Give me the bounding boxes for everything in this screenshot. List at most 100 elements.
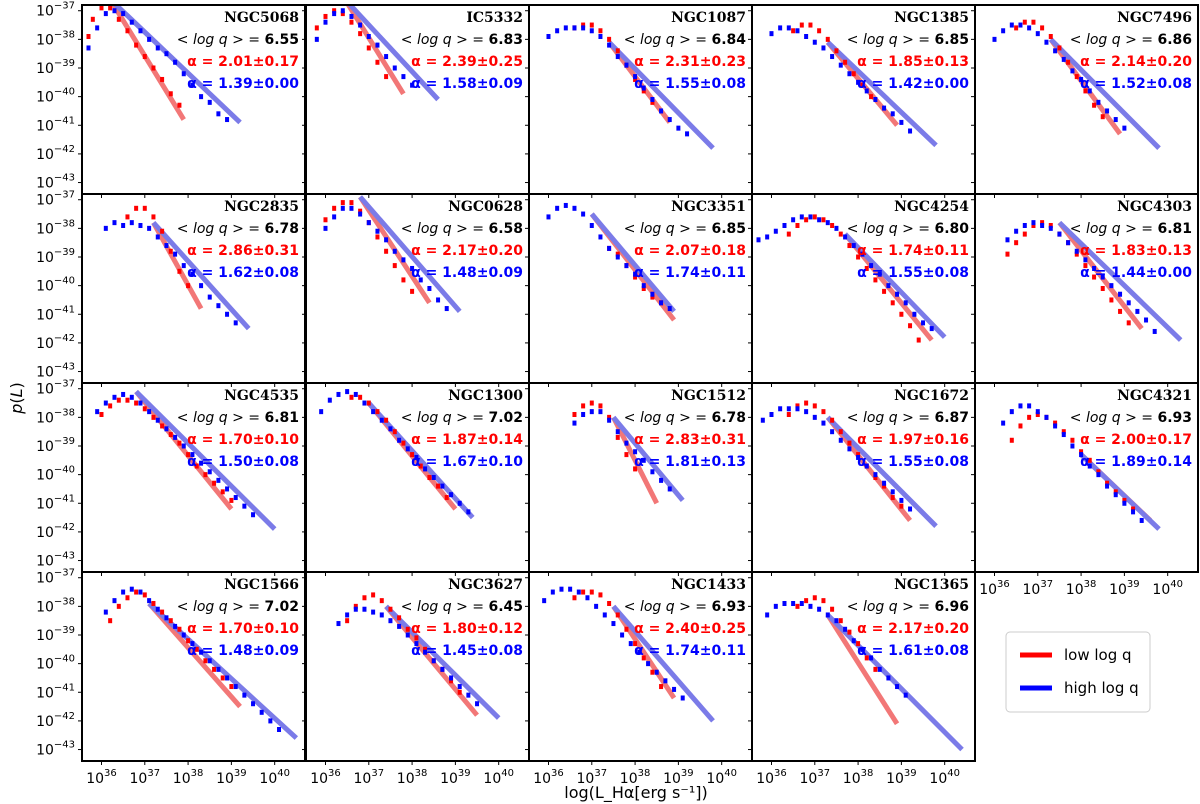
galaxy-name: NGC4303: [1117, 199, 1192, 215]
alpha-low: α = 2.40±0.25: [634, 621, 746, 637]
x-tick-label: 1039: [663, 768, 694, 787]
plot-area: [992, 19, 1161, 150]
point-high: [615, 254, 620, 260]
mean-logq: < log q > = 6.55: [177, 32, 299, 48]
point-low: [615, 251, 620, 257]
fit-line-high: [826, 415, 938, 528]
y-tick-label: 10−38: [36, 29, 75, 48]
point-low: [353, 603, 358, 609]
point-high: [392, 65, 397, 71]
point-high: [1070, 68, 1075, 74]
point-low: [375, 409, 380, 415]
point-low: [323, 217, 328, 223]
x-tick-label: 1038: [620, 768, 651, 787]
x-tick-label: 1040: [706, 768, 737, 787]
point-low: [125, 214, 130, 220]
point-low: [401, 440, 406, 446]
panel-ngc1300: NGC1300 < log q > = 7.02 α = 1.87±0.14 α = …: [302, 382, 530, 576]
point-high: [680, 695, 685, 701]
point-high: [1074, 248, 1079, 254]
point-high: [908, 128, 913, 134]
point-high: [323, 225, 328, 231]
plot-area: [1001, 403, 1161, 531]
point-low: [142, 205, 147, 211]
point-high: [401, 74, 406, 80]
point-high: [207, 469, 212, 475]
point-low: [186, 283, 191, 289]
point-high: [778, 25, 783, 31]
alpha-high: α = 1.45±0.08: [411, 643, 523, 659]
galaxy-name: NGC3627: [448, 577, 523, 593]
mean-logq: < log q > = 6.81: [177, 410, 299, 426]
point-low: [1018, 423, 1023, 429]
point-high: [427, 286, 432, 291]
mean-logq: < log q > = 6.93: [624, 599, 746, 615]
alpha-low: α = 1.74±0.11: [857, 243, 969, 259]
point-high: [392, 248, 397, 254]
point-low: [860, 82, 865, 88]
galaxy-name: NGC1566: [224, 577, 299, 593]
point-high: [336, 391, 341, 397]
point-low: [830, 606, 835, 612]
y-axis-label: p(L): [7, 382, 26, 415]
x-tick-label: 1040: [929, 768, 960, 787]
point-high: [650, 291, 655, 297]
point-low: [388, 606, 393, 612]
point-high: [440, 483, 445, 489]
galaxy-name: NGC5068: [224, 10, 299, 26]
galaxy-name: NGC1087: [671, 10, 746, 26]
galaxy-name: NGC1385: [894, 10, 969, 26]
mean-logq: < log q > = 7.02: [401, 410, 523, 426]
alpha-high: α = 1.74±0.11: [634, 643, 746, 659]
panel-ngc1672: NGC1672 < log q > = 6.87 α = 1.97±0.16 α = …: [748, 382, 976, 576]
point-high: [1092, 265, 1097, 271]
point-high: [1118, 291, 1123, 297]
point-high: [457, 500, 462, 506]
point-high: [817, 217, 822, 223]
point-high: [86, 45, 91, 51]
point-high: [1126, 300, 1131, 306]
x-tick-label: 1040: [483, 768, 514, 787]
x-tick-label: 1038: [397, 768, 428, 787]
point-high: [410, 265, 415, 271]
point-low: [598, 403, 603, 409]
point-high: [379, 612, 384, 618]
y-tick-label: 10−39: [36, 58, 75, 77]
point-high: [431, 475, 436, 480]
point-low: [449, 678, 454, 684]
point-low: [1100, 286, 1105, 291]
point-high: [225, 486, 230, 492]
point-low: [633, 466, 638, 472]
alpha-high: α = 1.48±0.09: [187, 643, 299, 659]
point-high: [624, 263, 629, 269]
point-low: [358, 31, 363, 37]
plot-area: [86, 5, 242, 125]
alpha-low: α = 2.00±0.17: [1080, 432, 1192, 448]
point-low: [177, 626, 182, 632]
point-low: [366, 400, 371, 406]
point-high: [633, 449, 638, 455]
alpha-high: α = 1.62±0.08: [187, 265, 299, 281]
point-high: [225, 675, 230, 681]
point-high: [646, 661, 651, 667]
panel-ngc1512: NGC1512 < log q > = 6.78 α = 2.83±0.31 α = …: [525, 382, 753, 576]
point-high: [440, 666, 445, 672]
point-high: [190, 452, 195, 458]
point-high: [546, 214, 551, 220]
point-high: [1044, 414, 1049, 420]
point-low: [1061, 429, 1066, 435]
point-low: [410, 452, 415, 458]
fit-line-low: [134, 390, 234, 511]
point-high: [899, 497, 904, 503]
point-high: [1096, 99, 1101, 105]
point-high: [155, 606, 160, 612]
point-high: [834, 618, 839, 624]
point-low: [1031, 223, 1036, 228]
point-high: [199, 94, 204, 100]
point-high: [830, 429, 835, 435]
point-low: [1031, 19, 1036, 25]
point-low: [1048, 34, 1053, 39]
point-high: [1035, 409, 1040, 415]
point-high: [366, 34, 371, 39]
point-high: [1001, 28, 1006, 34]
